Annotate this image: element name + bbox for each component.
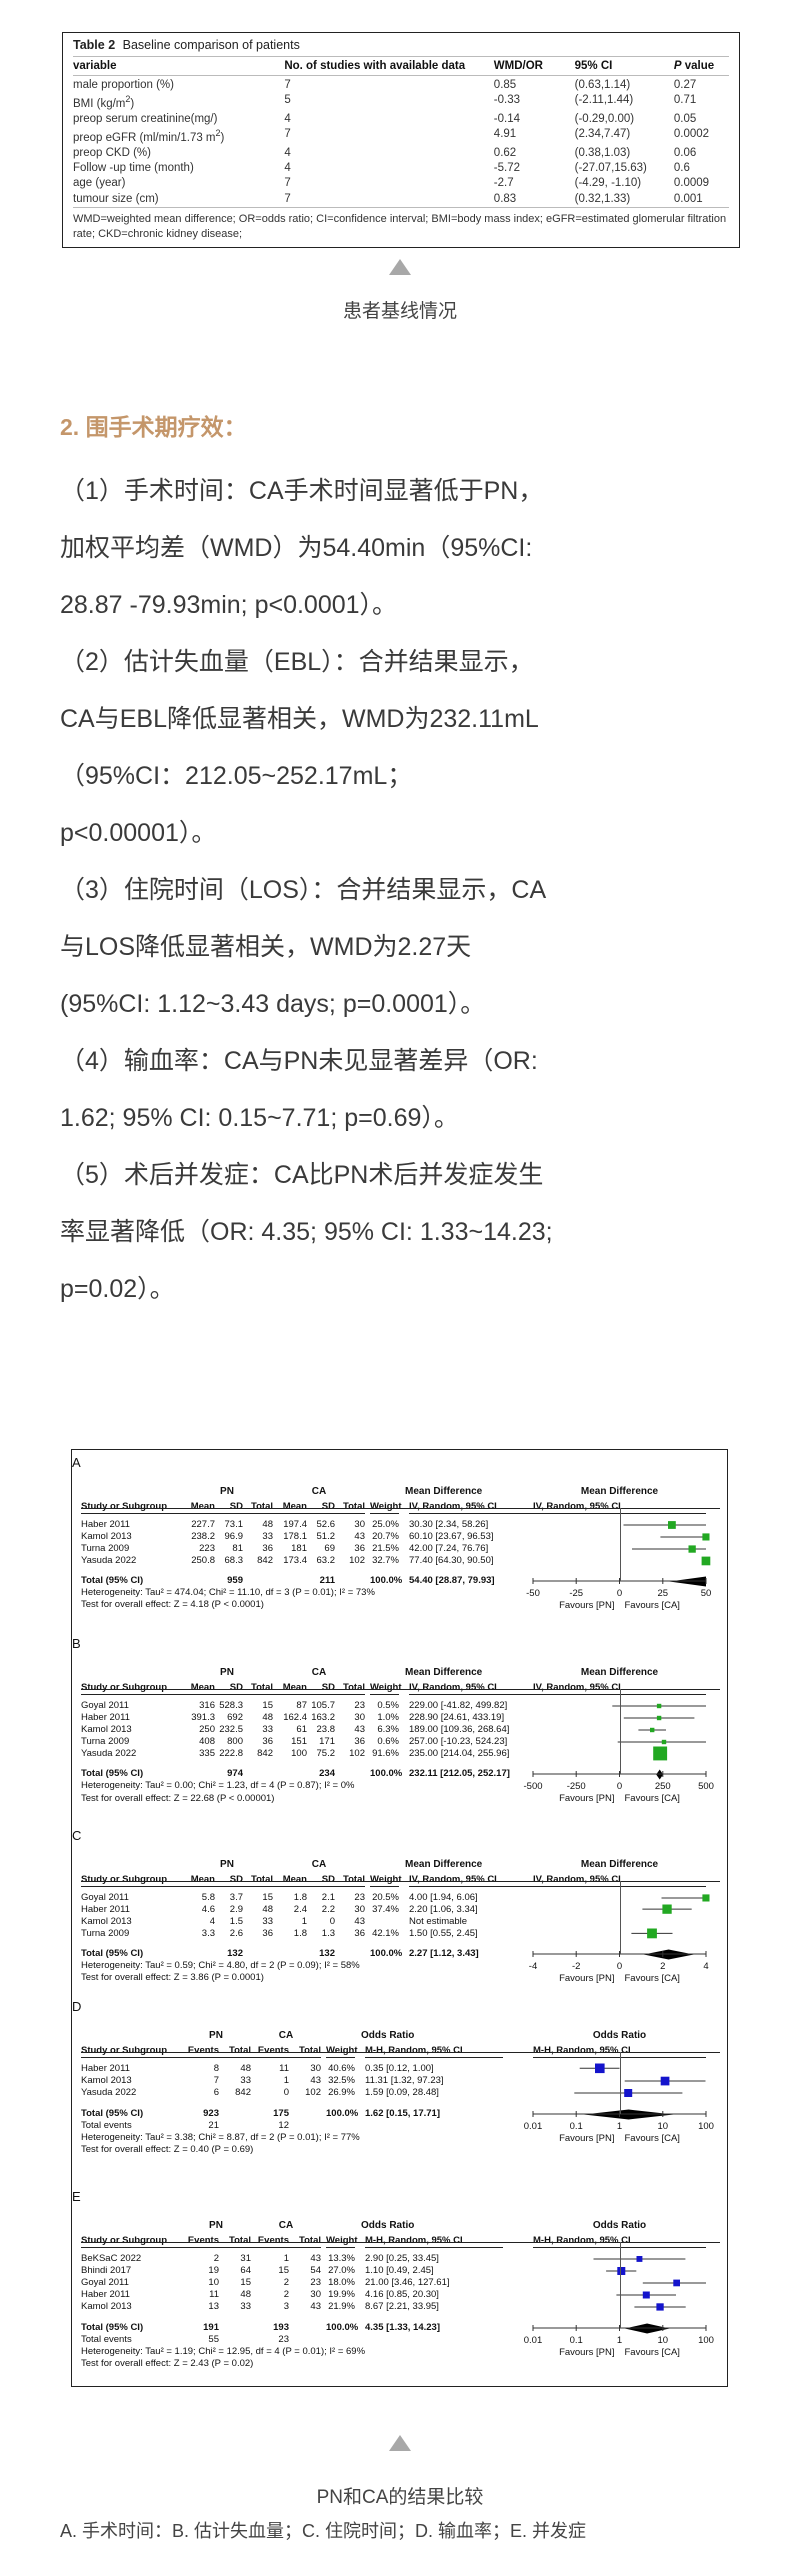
svg-text:10: 10 (658, 2335, 669, 2346)
svg-text:-25: -25 (569, 1588, 583, 1599)
svg-text:-2: -2 (572, 1961, 580, 1972)
svg-text:1: 1 (617, 2121, 622, 2132)
svg-text:Favours [PN]: Favours [PN] (559, 2347, 614, 2358)
svg-text:Favours [PN]: Favours [PN] (559, 1973, 614, 1984)
svg-text:Favours [CA]: Favours [CA] (625, 1973, 680, 1984)
svg-text:-500: -500 (523, 1781, 542, 1792)
svg-text:Favours [CA]: Favours [CA] (625, 1600, 680, 1611)
svg-text:100: 100 (698, 2121, 714, 2132)
svg-text:500: 500 (698, 1781, 714, 1792)
svg-text:0: 0 (617, 1588, 622, 1599)
svg-text:Favours [CA]: Favours [CA] (625, 1793, 680, 1804)
svg-text:Favours [PN]: Favours [PN] (559, 2133, 614, 2144)
svg-text:10: 10 (658, 2121, 669, 2132)
svg-text:50: 50 (701, 1588, 712, 1599)
svg-text:-250: -250 (567, 1781, 586, 1792)
svg-text:100: 100 (698, 2335, 714, 2346)
svg-text:0: 0 (617, 1961, 622, 1972)
svg-text:1: 1 (617, 2335, 622, 2346)
svg-text:0.1: 0.1 (570, 2335, 583, 2346)
svg-text:Favours [PN]: Favours [PN] (559, 1793, 614, 1804)
svg-text:0.1: 0.1 (570, 2121, 583, 2132)
svg-text:25: 25 (658, 1588, 669, 1599)
svg-text:0.01: 0.01 (524, 2121, 543, 2132)
svg-text:-50: -50 (526, 1588, 540, 1599)
svg-text:4: 4 (703, 1961, 708, 1972)
svg-text:2: 2 (660, 1961, 665, 1972)
svg-text:0: 0 (617, 1781, 622, 1792)
svg-text:250: 250 (655, 1781, 671, 1792)
svg-text:-4: -4 (529, 1961, 537, 1972)
svg-text:0.01: 0.01 (524, 2335, 543, 2346)
svg-text:Favours [CA]: Favours [CA] (625, 2347, 680, 2358)
svg-text:Favours [PN]: Favours [PN] (559, 1600, 614, 1611)
svg-text:Favours [CA]: Favours [CA] (625, 2133, 680, 2144)
